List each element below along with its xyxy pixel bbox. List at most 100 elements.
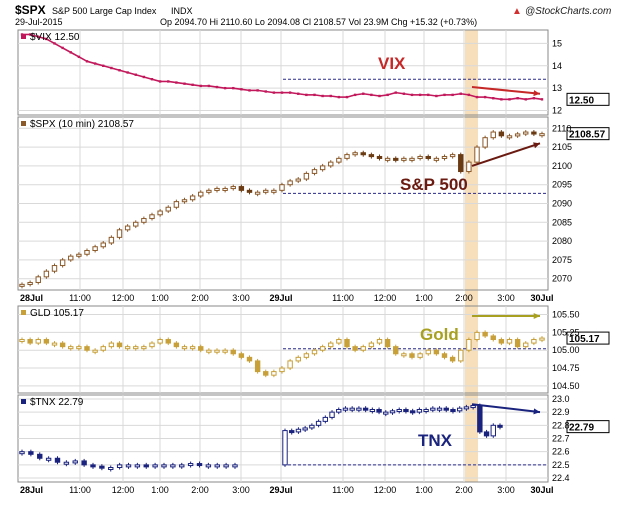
candle-body: [470, 405, 476, 409]
candle-body: [401, 353, 407, 357]
candle-body: [436, 407, 443, 411]
candle-body: [198, 191, 204, 197]
candle-body: [133, 221, 139, 227]
candle-body: [59, 259, 66, 267]
vix-point: [540, 98, 544, 101]
candle-body: [456, 407, 463, 412]
candle-body: [27, 339, 33, 344]
candle-body: [90, 464, 96, 468]
candle-body: [68, 346, 74, 350]
vix-point: [378, 94, 381, 98]
candle-body: [19, 339, 25, 343]
candle-body: [490, 131, 496, 139]
candle-body: [336, 157, 342, 163]
candle-body: [449, 154, 456, 158]
vix-line-segment: [29, 33, 39, 38]
candle-body: [81, 460, 87, 466]
candle-body: [28, 451, 34, 455]
candle-body: [134, 464, 141, 468]
candle-body: [344, 154, 350, 159]
legend-label: $VIX 12.50: [30, 32, 80, 43]
x-tick-label: 12:00: [112, 485, 135, 495]
candle-body: [84, 346, 90, 351]
candle-body: [92, 349, 98, 353]
candle-body: [328, 342, 334, 348]
vix-line-segment: [233, 87, 242, 91]
candle-body: [161, 464, 167, 468]
series-annotation: S&P 500: [400, 175, 468, 194]
y-tick-label: 12: [552, 106, 562, 116]
candle-body: [59, 342, 66, 348]
trend-arrow-head: [533, 408, 540, 415]
candle-body: [417, 155, 423, 159]
candle-body: [466, 339, 472, 351]
candle-body: [68, 255, 74, 261]
candle-body: [482, 137, 488, 148]
candle-body: [35, 276, 41, 283]
y-tick-label: 2070: [552, 274, 572, 284]
vix-line-segment: [192, 84, 201, 87]
vix-line-segment: [103, 65, 112, 69]
vix-line-segment: [54, 42, 64, 49]
candle-body: [369, 409, 376, 412]
candle-body: [376, 409, 382, 413]
candle-body: [149, 214, 155, 220]
candle-body: [531, 339, 537, 344]
vix-line-segment: [525, 97, 534, 101]
candle-body: [423, 409, 429, 412]
candle-body: [246, 356, 253, 362]
vix-line-segment: [62, 47, 72, 54]
candle-body: [433, 157, 440, 161]
x-tick-label: 2:00: [191, 293, 209, 303]
vix-line-segment: [428, 94, 437, 97]
candle-body: [474, 146, 480, 163]
series-annotation: TNX: [418, 431, 453, 450]
legend-label: $TNX 22.79: [30, 397, 84, 408]
trend-arrow-head: [533, 142, 540, 149]
candle-body: [362, 407, 369, 411]
x-tick-label: 30Jul: [530, 485, 553, 495]
y-tick-label: 2075: [552, 255, 572, 265]
x-tick-label: 30Jul: [530, 293, 553, 303]
candle-body: [458, 154, 464, 173]
candle-body: [376, 339, 383, 344]
vix-line-segment: [151, 78, 161, 83]
vix-line-segment: [460, 92, 469, 96]
candle-body: [376, 155, 383, 159]
candle-body: [51, 265, 58, 272]
candle-body: [54, 457, 61, 463]
candle-body: [170, 464, 176, 468]
vix-point: [345, 95, 349, 99]
y-tick-label: 2105: [552, 142, 572, 152]
candle-body: [43, 270, 50, 278]
candle-body: [498, 131, 505, 137]
candle-body: [206, 349, 212, 353]
trend-arrow-head: [533, 90, 540, 97]
x-tick-label: 2:00: [455, 485, 473, 495]
header-date: 29-Jul-2015: [15, 17, 63, 27]
vix-line-segment: [298, 92, 307, 96]
y-tick-label: 105.25: [552, 327, 580, 337]
candle-body: [230, 349, 236, 355]
candle-body: [254, 191, 261, 195]
candle-body: [514, 133, 521, 137]
y-tick-label: 2100: [552, 161, 572, 171]
candle-body: [336, 409, 342, 413]
candle-body: [271, 189, 277, 193]
candle-body: [43, 339, 50, 344]
candle-body: [303, 353, 310, 358]
candle-body: [72, 460, 78, 464]
candle-body: [189, 346, 196, 350]
y-tick-label: 22.6: [552, 447, 570, 457]
candle-body: [173, 342, 180, 348]
candle-body: [76, 346, 82, 350]
candle-body: [539, 133, 545, 137]
candle-body: [238, 353, 245, 358]
candle-body: [389, 410, 396, 414]
vix-line-segment: [111, 67, 120, 72]
candle-body: [287, 360, 293, 369]
candle-body: [315, 420, 322, 426]
legend-label: GLD 105.17: [30, 308, 84, 319]
candle-body: [352, 346, 358, 351]
